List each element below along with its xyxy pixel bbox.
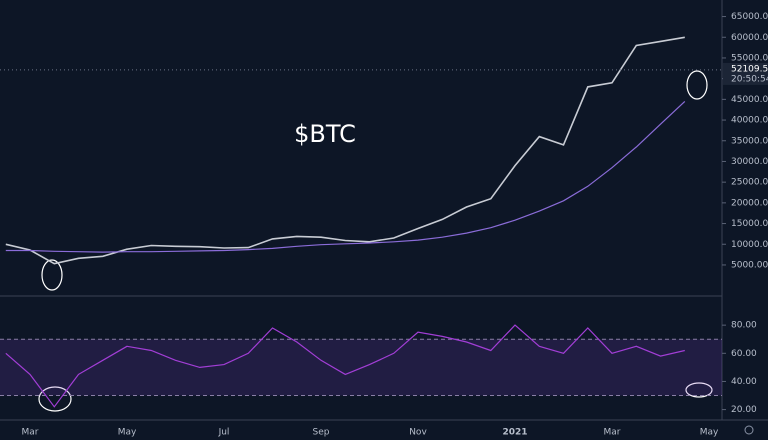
y-tick-label: 55000.00 xyxy=(731,53,768,63)
chart-title: $BTC xyxy=(294,120,356,148)
rsi-band xyxy=(0,339,722,396)
countdown-label: 20:50:54 xyxy=(731,74,768,84)
y-tick-label: 60.00 xyxy=(731,349,757,359)
x-tick-label: May xyxy=(118,428,137,438)
y-tick-label: 10000.00 xyxy=(731,240,768,250)
y-tick-label: 35000.00 xyxy=(731,136,768,146)
last-price-box xyxy=(723,62,768,85)
y-tick-label: 60000.00 xyxy=(731,33,768,43)
y-tick-label: 5000.00 xyxy=(731,260,768,270)
y-tick-label: 20.00 xyxy=(731,405,757,415)
last-price-label: 52109.54 xyxy=(731,64,768,74)
x-tick-label: Mar xyxy=(604,428,621,438)
y-tick-label: 15000.00 xyxy=(731,219,768,229)
x-tick-label: Mar xyxy=(22,428,39,438)
y-tick-label: 45000.00 xyxy=(731,95,768,105)
y-tick-label: 40000.00 xyxy=(731,116,768,126)
x-tick-label: Nov xyxy=(409,428,427,438)
x-tick-label: 2021 xyxy=(502,428,527,438)
x-tick-label: Jul xyxy=(218,428,230,438)
annotation-circle xyxy=(685,382,713,398)
series-line xyxy=(5,324,685,408)
y-tick-label: 80.00 xyxy=(731,321,757,331)
y-tick-label: 20000.00 xyxy=(731,198,768,208)
y-tick-label: 30000.00 xyxy=(731,157,768,167)
series-line xyxy=(5,100,686,253)
x-tick-label: May xyxy=(700,428,719,438)
annotation-circle xyxy=(38,386,72,412)
y-tick-label: 40.00 xyxy=(731,377,757,387)
annotation-circle xyxy=(41,259,63,291)
annotation-circle xyxy=(686,70,708,100)
settings-icon[interactable] xyxy=(744,425,754,435)
x-tick-label: Sep xyxy=(313,428,330,438)
y-tick-label: 65000.00 xyxy=(731,12,768,22)
y-tick-label: 25000.00 xyxy=(731,178,768,188)
